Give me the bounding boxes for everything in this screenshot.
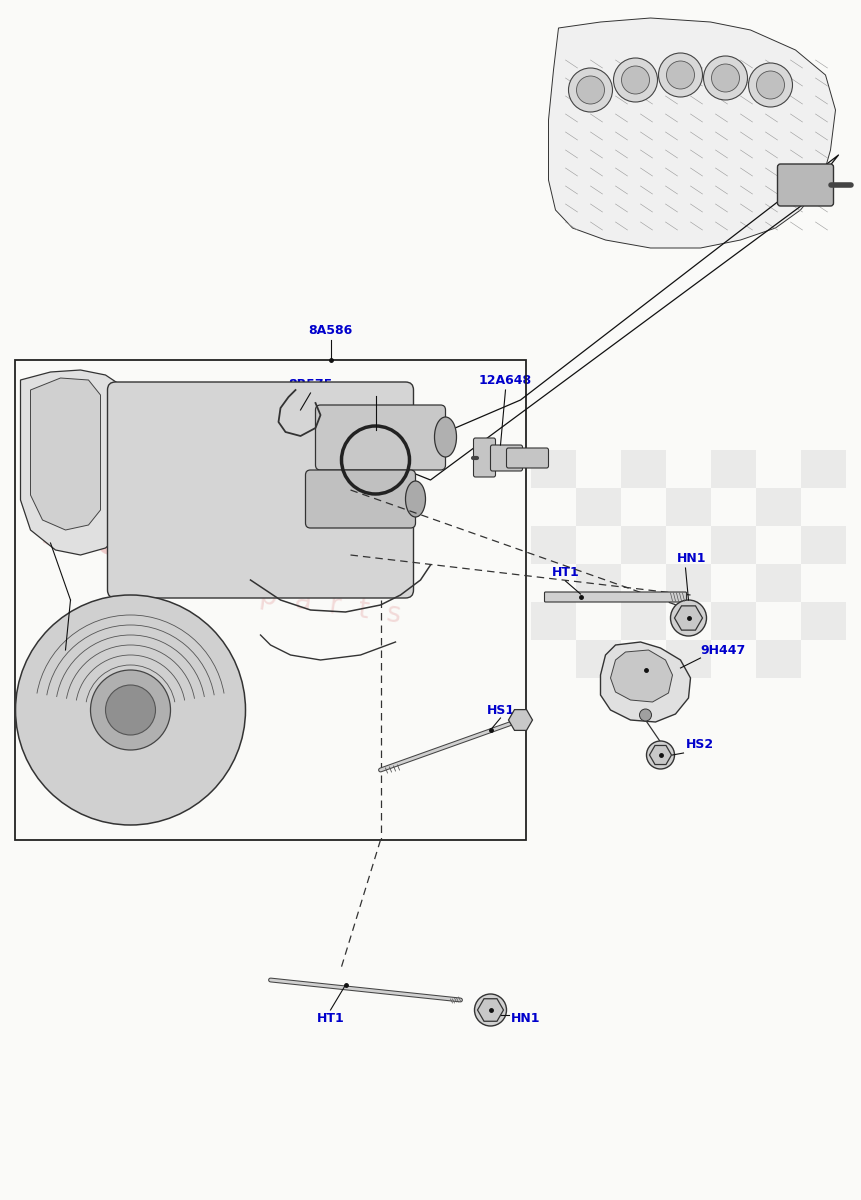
FancyBboxPatch shape <box>544 592 685 602</box>
Circle shape <box>747 62 791 107</box>
Circle shape <box>653 748 666 762</box>
Bar <box>709 450 754 488</box>
Text: HS1: HS1 <box>486 703 514 716</box>
Circle shape <box>710 64 739 92</box>
Bar <box>800 450 845 488</box>
Circle shape <box>613 58 657 102</box>
Bar <box>754 488 800 526</box>
Circle shape <box>678 608 697 628</box>
FancyBboxPatch shape <box>777 164 833 206</box>
Text: 8C387: 8C387 <box>51 528 94 541</box>
Text: HS2: HS2 <box>684 738 713 751</box>
Polygon shape <box>548 18 834 248</box>
Text: 8A586: 8A586 <box>308 324 352 336</box>
Bar <box>575 488 620 526</box>
Ellipse shape <box>90 670 170 750</box>
FancyBboxPatch shape <box>506 448 548 468</box>
FancyBboxPatch shape <box>108 382 413 598</box>
Circle shape <box>482 1002 498 1018</box>
Ellipse shape <box>434 416 456 457</box>
Circle shape <box>658 53 702 97</box>
Ellipse shape <box>405 481 425 517</box>
Ellipse shape <box>105 685 155 734</box>
Circle shape <box>639 709 651 721</box>
Bar <box>709 526 754 564</box>
FancyBboxPatch shape <box>305 470 415 528</box>
Bar <box>530 450 575 488</box>
Bar <box>665 640 709 678</box>
Text: HT1: HT1 <box>551 566 579 580</box>
Circle shape <box>666 61 694 89</box>
Bar <box>575 640 620 678</box>
Text: Scuderia: Scuderia <box>40 491 401 608</box>
Circle shape <box>621 66 648 94</box>
Text: 12A648: 12A648 <box>479 373 531 386</box>
Bar <box>754 640 800 678</box>
Circle shape <box>703 56 746 100</box>
Circle shape <box>756 71 784 98</box>
FancyBboxPatch shape <box>490 445 522 470</box>
Bar <box>620 526 665 564</box>
Text: HN1: HN1 <box>676 552 705 564</box>
Bar <box>530 602 575 640</box>
Bar <box>800 602 845 640</box>
Circle shape <box>646 740 673 769</box>
FancyBboxPatch shape <box>473 438 495 476</box>
Circle shape <box>568 68 612 112</box>
Polygon shape <box>610 650 672 702</box>
Polygon shape <box>30 378 101 530</box>
Text: HT1: HT1 <box>316 1012 344 1025</box>
Circle shape <box>670 600 706 636</box>
Text: HR1: HR1 <box>361 382 389 395</box>
Polygon shape <box>600 642 690 722</box>
Bar <box>620 450 665 488</box>
Ellipse shape <box>15 595 245 826</box>
Polygon shape <box>21 370 121 554</box>
Text: HN1: HN1 <box>510 1012 539 1025</box>
Text: p  a  r  t  s: p a r t s <box>257 581 403 629</box>
Text: 8B575: 8B575 <box>288 378 332 391</box>
Bar <box>754 564 800 602</box>
Text: 9H447: 9H447 <box>700 643 745 656</box>
Bar <box>709 602 754 640</box>
Circle shape <box>474 994 506 1026</box>
Circle shape <box>576 76 604 104</box>
Bar <box>665 488 709 526</box>
FancyBboxPatch shape <box>315 404 445 470</box>
Bar <box>665 564 709 602</box>
Bar <box>15 360 525 840</box>
Bar <box>575 564 620 602</box>
Bar <box>800 526 845 564</box>
Bar <box>620 602 665 640</box>
Bar <box>530 526 575 564</box>
